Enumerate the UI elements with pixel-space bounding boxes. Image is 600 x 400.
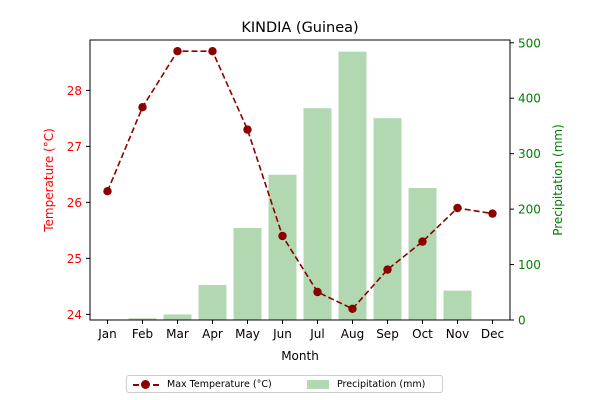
chart-title: KINDIA (Guinea) xyxy=(241,20,358,36)
x-tick-label-jun: Jun xyxy=(272,327,292,341)
legend: Max Temperature (°C) Precipitation (mm) xyxy=(126,375,443,393)
plot-frame xyxy=(89,39,511,321)
legend-label-precipitation: Precipitation (mm) xyxy=(337,379,426,390)
legend-label-temperature: Max Temperature (°C) xyxy=(167,379,272,390)
temperature-line xyxy=(103,47,497,313)
precip-bar-mar xyxy=(163,314,192,320)
y-right-tick-label: 400 xyxy=(518,92,541,106)
y-left-tick-label: 27 xyxy=(67,140,82,154)
temp-point-jul xyxy=(313,287,322,297)
y-right-tick-label: 500 xyxy=(518,36,541,50)
x-tick-label-aug: Aug xyxy=(341,327,364,341)
x-tick-label-apr: Apr xyxy=(202,327,223,341)
x-axis-label: Month xyxy=(281,349,319,363)
y-right-tick-label: 0 xyxy=(518,314,526,328)
precip-bar-jun xyxy=(268,174,297,320)
y-right-tick-label: 200 xyxy=(518,203,541,217)
temp-point-oct xyxy=(418,237,427,246)
y-right-tick-label: 100 xyxy=(518,258,541,272)
axes xyxy=(89,39,511,321)
legend-item-precipitation: Precipitation (mm) xyxy=(305,378,425,391)
precip-bar-may xyxy=(233,227,262,320)
precip-bar-aug xyxy=(338,51,367,321)
y-left-tick-label: 24 xyxy=(67,308,82,322)
temp-point-mar xyxy=(173,47,182,56)
temp-point-nov xyxy=(453,203,462,213)
x-tick-label-feb: Feb xyxy=(132,327,153,341)
x-tick-label-may: May xyxy=(235,327,260,341)
precipitation-bars xyxy=(93,51,507,321)
x-tick-label-nov: Nov xyxy=(446,327,469,341)
x-tick-label-dec: Dec xyxy=(481,327,504,341)
y-left-tick-label: 26 xyxy=(67,196,82,210)
temp-point-feb xyxy=(138,103,147,112)
temp-point-dec xyxy=(488,209,497,218)
precip-bar-nov xyxy=(443,290,472,320)
y-axis-label-left: Temperature (°C) xyxy=(42,128,56,233)
precip-bar-oct xyxy=(408,188,437,320)
legend-item-temperature: Max Temperature (°C) xyxy=(133,378,272,391)
x-tick-label-sep: Sep xyxy=(376,327,399,341)
precip-bar-jul xyxy=(303,108,332,320)
legend-bar-swatch-icon xyxy=(307,380,329,389)
y-axis-label-right: Precipitation (mm) xyxy=(551,124,565,236)
x-tick-label-jan: Jan xyxy=(97,327,117,341)
y-left-tick-label: 28 xyxy=(67,84,82,98)
x-tick-label-oct: Oct xyxy=(412,327,433,341)
temp-point-jun xyxy=(278,231,287,241)
temperature-line-path xyxy=(106,50,493,310)
temp-point-aug xyxy=(348,304,357,313)
precip-bar-feb xyxy=(128,318,157,320)
x-tick-label-mar: Mar xyxy=(166,327,189,341)
precip-bar-apr xyxy=(198,285,227,320)
legend-line-marker-icon xyxy=(133,379,159,391)
x-tick-label-jul: Jul xyxy=(309,327,324,341)
temp-point-may xyxy=(243,125,252,134)
temp-point-apr xyxy=(208,47,217,56)
precip-bar-sep xyxy=(373,118,402,320)
temp-point-jan xyxy=(103,187,112,196)
y-right-tick-label: 300 xyxy=(518,147,541,161)
y-left-tick-label: 25 xyxy=(67,252,82,266)
ticks: Jan Feb Mar Apr May Jun Jul Aug Sep Oct Nov Dec 24 25… xyxy=(67,36,541,341)
temp-point-sep xyxy=(383,265,392,274)
